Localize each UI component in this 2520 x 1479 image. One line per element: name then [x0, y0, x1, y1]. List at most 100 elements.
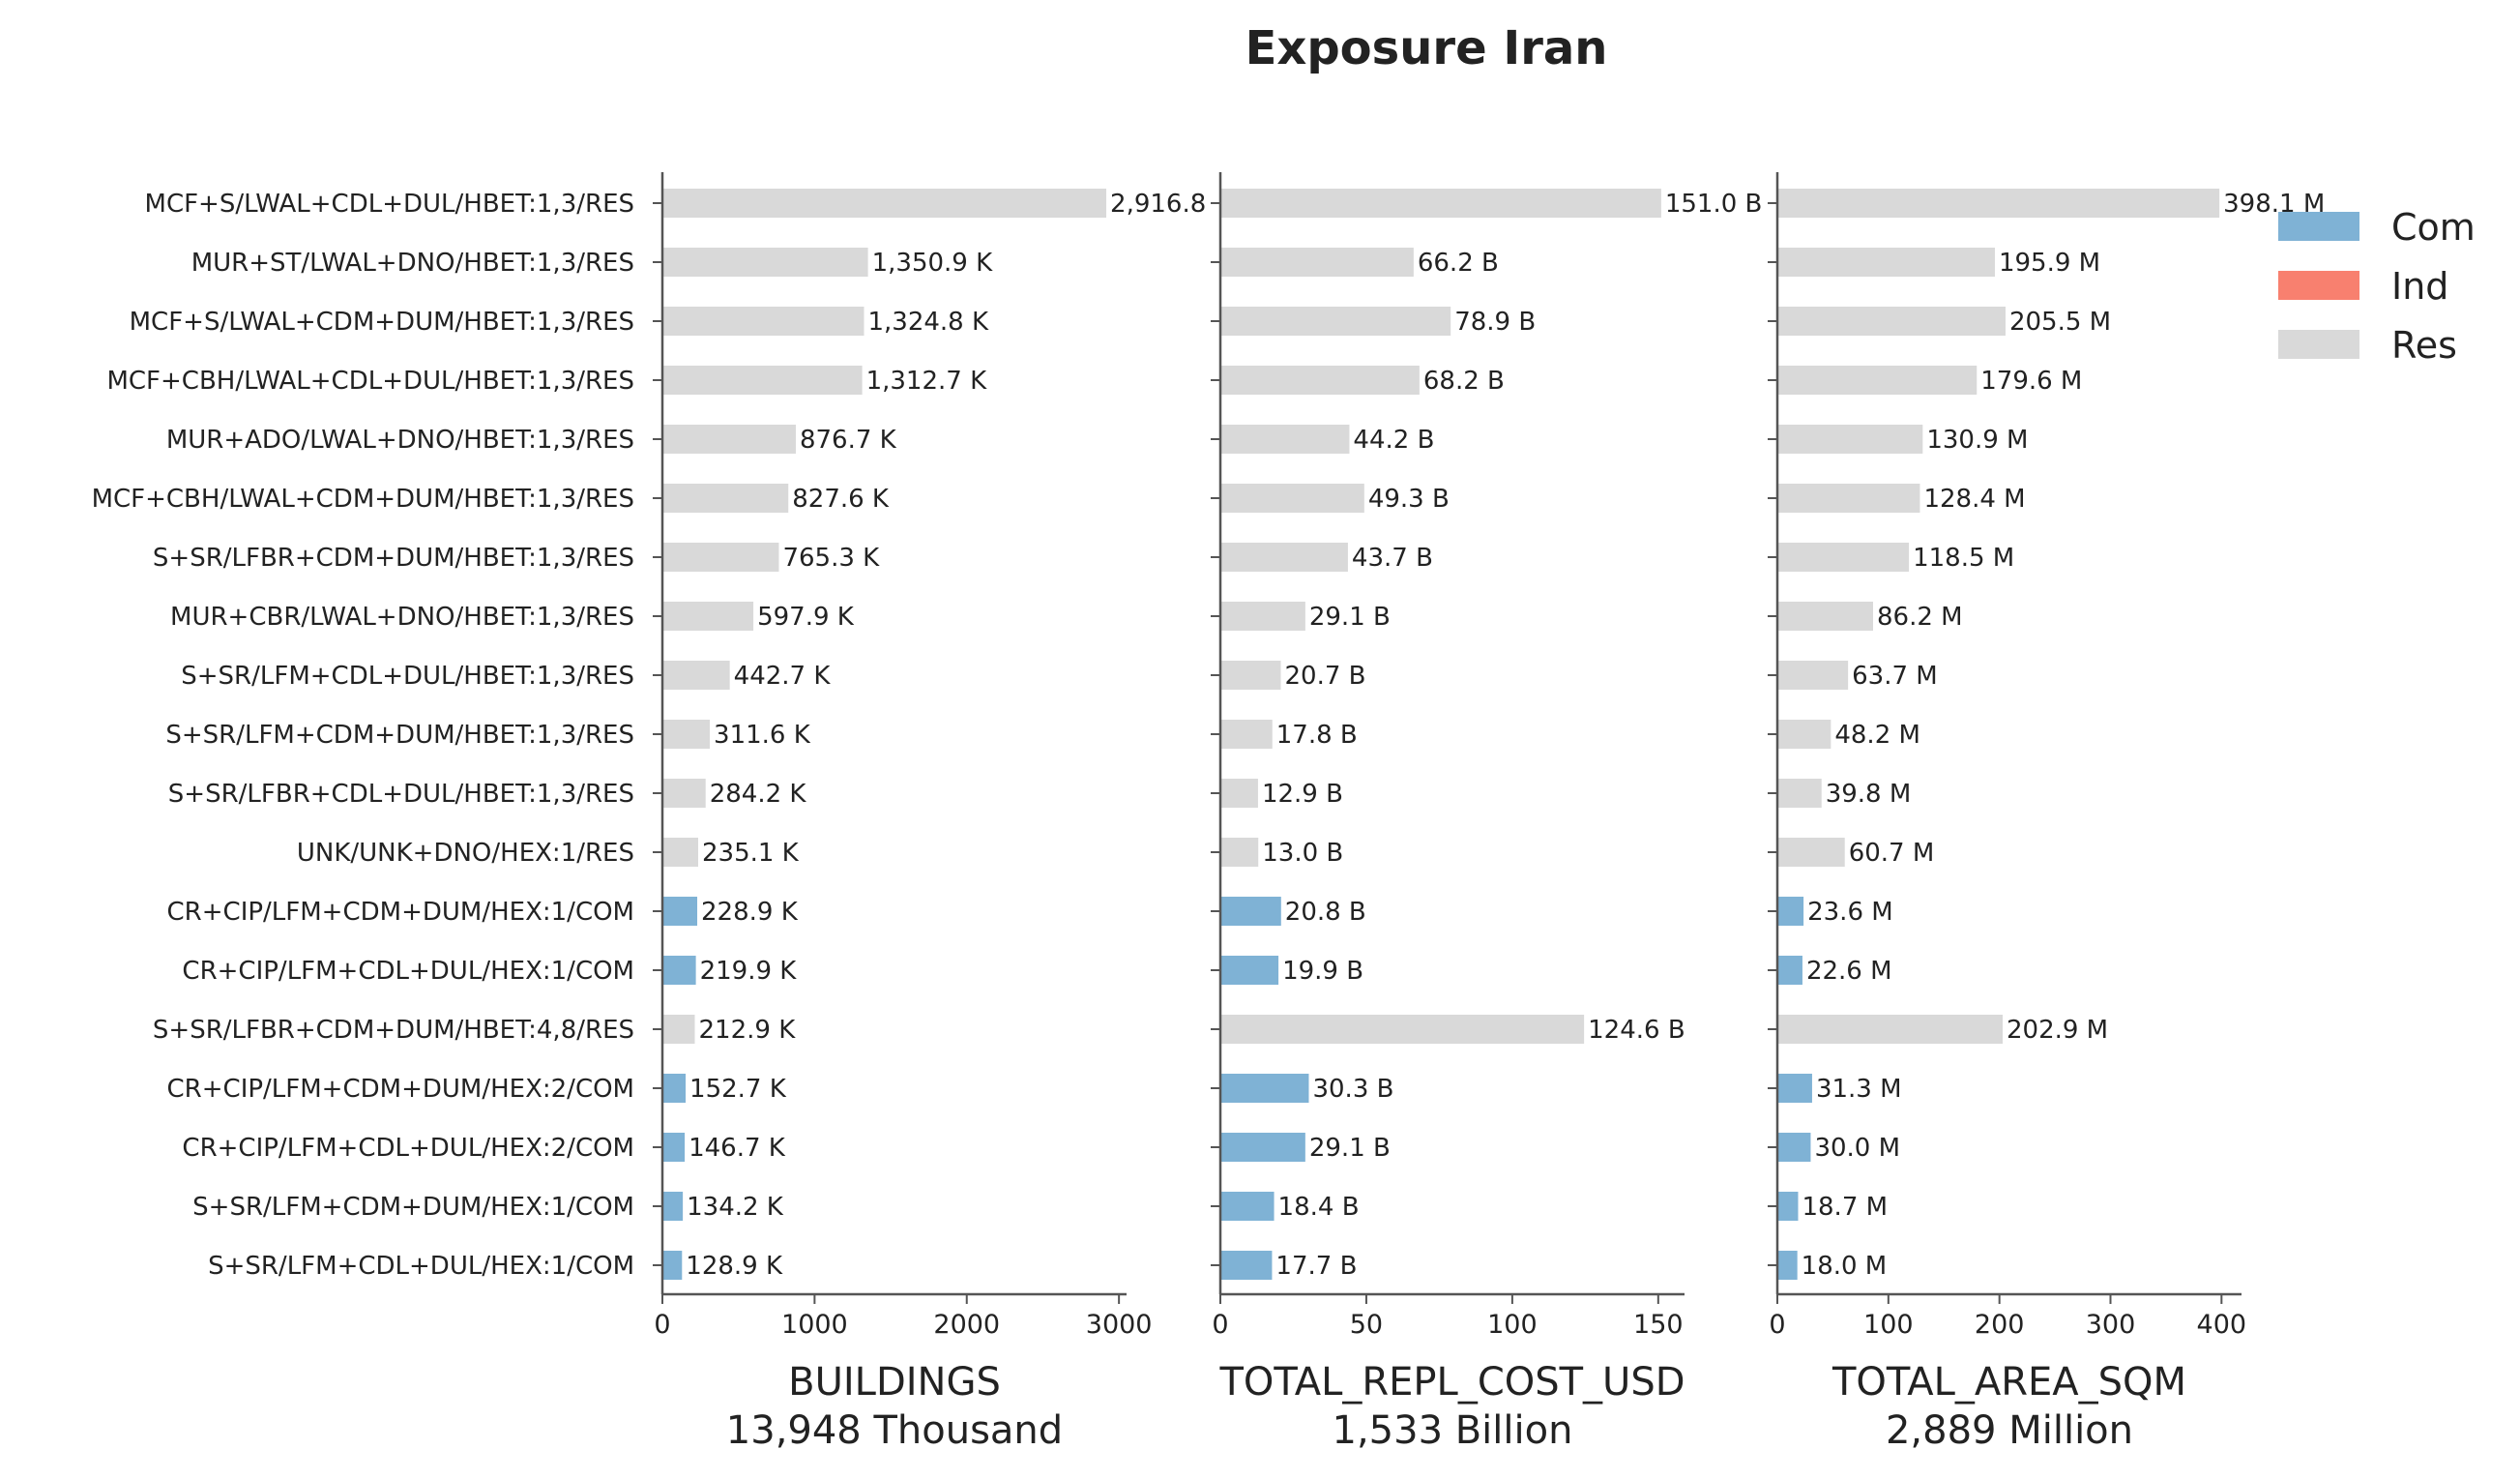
- data-label: 195.9 M: [1999, 249, 2100, 278]
- data-label: 284.2 K: [710, 780, 807, 809]
- data-label: 219.9 K: [700, 957, 798, 986]
- data-label: 17.7 B: [1275, 1252, 1357, 1281]
- category-label: MUR+ADO/LWAL+DNO/HBET:1,3/RES: [166, 426, 634, 455]
- bar: [1777, 366, 1978, 395]
- category-label: MUR+CBR/LWAL+DNO/HBET:1,3/RES: [170, 603, 634, 632]
- data-label: 20.7 B: [1284, 662, 1365, 691]
- data-label: 2,916.8: [1110, 190, 1206, 219]
- category-label: MCF+CBH/LWAL+CDM+DUM/HBET:1,3/RES: [92, 485, 634, 514]
- category-label: MCF+S/LWAL+CDM+DUM/HBET:1,3/RES: [130, 308, 634, 337]
- data-label: 124.6 B: [1588, 1016, 1685, 1045]
- data-label: 30.3 B: [1312, 1075, 1393, 1104]
- x-tick-label: 1000: [781, 1310, 848, 1340]
- x-axis-label: TOTAL_REPL_COST_USD: [1218, 1360, 1685, 1405]
- legend-label: Res: [2391, 324, 2457, 367]
- data-label: 18.4 B: [1278, 1193, 1360, 1222]
- data-label: 31.3 M: [1816, 1075, 1902, 1104]
- x-tick-label: 0: [654, 1310, 670, 1340]
- bar: [1220, 1192, 1275, 1221]
- data-label: 212.9 K: [699, 1016, 797, 1045]
- bar: [1220, 425, 1350, 454]
- bar: [1220, 720, 1273, 749]
- data-label: 205.5 M: [2009, 308, 2111, 337]
- bar: [662, 1192, 684, 1221]
- data-label: 1,350.9 K: [872, 249, 994, 278]
- category-label: CR+CIP/LFM+CDL+DUL/HEX:2/COM: [182, 1134, 634, 1163]
- data-label: 63.7 M: [1852, 662, 1938, 691]
- category-label: S+SR/LFBR+CDL+DUL/HBET:1,3/RES: [168, 780, 634, 809]
- bar: [1777, 425, 1923, 454]
- x-tick-label: 200: [1975, 1310, 2025, 1340]
- data-label: 17.8 B: [1276, 721, 1358, 750]
- data-label: 1,324.8 K: [867, 308, 989, 337]
- category-labels: MCF+S/LWAL+CDL+DUL/HBET:1,3/RES MUR+ST/LW…: [92, 190, 634, 1281]
- bar: [662, 307, 864, 336]
- bar: [1220, 956, 1279, 985]
- data-label: 228.9 K: [701, 898, 799, 927]
- x-tick-label: 300: [2086, 1310, 2136, 1340]
- chart-title: Exposure Iran: [1245, 21, 1608, 75]
- data-label: 86.2 M: [1877, 603, 1963, 632]
- category-label: UNK/UNK+DNO/HEX:1/RES: [297, 839, 634, 868]
- panel-2: 151.0 B 66.2 B 78.9 B 68.2 B 44.2 B 49.3 B 43.…: [1211, 172, 1762, 1453]
- category-label: S+SR/LFM+CDL+DUL/HEX:1/COM: [208, 1252, 634, 1281]
- bar: [662, 838, 698, 867]
- category-label: S+SR/LFM+CDL+DUL/HBET:1,3/RES: [181, 662, 634, 691]
- category-label: CR+CIP/LFM+CDM+DUM/HEX:2/COM: [167, 1075, 634, 1104]
- bar: [1220, 1015, 1585, 1044]
- data-label: 66.2 B: [1418, 249, 1499, 278]
- x-tick-label: 0: [1212, 1310, 1228, 1340]
- bar: [1777, 248, 1995, 277]
- panel-total: 2,889 Million: [1886, 1408, 2133, 1453]
- x-axis-label: BUILDINGS: [788, 1360, 1001, 1405]
- bar: [1220, 1133, 1305, 1162]
- data-label: 179.6 M: [1980, 367, 2082, 396]
- bar: [662, 189, 1107, 218]
- x-tick-label: 3000: [1086, 1310, 1153, 1340]
- data-label: 134.2 K: [687, 1193, 784, 1222]
- data-label: 13.0 B: [1262, 839, 1343, 868]
- category-label: MCF+CBH/LWAL+CDL+DUL/HBET:1,3/RES: [106, 367, 634, 396]
- x-tick-label: 2000: [933, 1310, 1000, 1340]
- data-label: 235.1 K: [702, 839, 800, 868]
- panels: 2,916.8 1,350.9 K 1,324.8 K 1,312.7 K 876.7 …: [653, 172, 2325, 1453]
- bar: [1220, 897, 1281, 926]
- x-tick-label: 400: [2197, 1310, 2247, 1340]
- bar: [662, 1133, 686, 1162]
- category-label: S+SR/LFBR+CDM+DUM/HBET:4,8/RES: [153, 1016, 634, 1045]
- x-tick-label: 150: [1633, 1310, 1684, 1340]
- bar: [1220, 838, 1259, 867]
- data-label: 130.9 M: [1926, 426, 2028, 455]
- data-label: 146.7 K: [689, 1134, 786, 1163]
- bar: [1220, 248, 1414, 277]
- bar: [662, 602, 754, 631]
- bar: [1777, 779, 1822, 808]
- bar: [1777, 1192, 1799, 1221]
- data-label: 29.1 B: [1309, 1134, 1391, 1163]
- bar: [1777, 661, 1849, 690]
- data-label: 152.7 K: [689, 1075, 787, 1104]
- bar: [1220, 189, 1661, 218]
- data-label: 68.2 B: [1423, 367, 1505, 396]
- bar: [1220, 661, 1281, 690]
- data-label: 18.0 M: [1802, 1252, 1888, 1281]
- data-label: 20.8 B: [1285, 898, 1366, 927]
- bar: [1777, 956, 1802, 985]
- bar: [1777, 838, 1845, 867]
- data-label: 597.9 K: [757, 603, 855, 632]
- data-label: 202.9 M: [2007, 1016, 2108, 1045]
- bar: [662, 956, 696, 985]
- category-label: CR+CIP/LFM+CDM+DUM/HEX:1/COM: [167, 898, 634, 927]
- data-label: 18.7 M: [1802, 1193, 1888, 1222]
- data-label: 151.0 B: [1665, 190, 1763, 219]
- category-label: S+SR/LFM+CDM+DUM/HEX:1/COM: [192, 1193, 634, 1222]
- data-label: 765.3 K: [782, 544, 880, 573]
- category-label: MCF+S/LWAL+CDL+DUL/HBET:1,3/RES: [145, 190, 634, 219]
- bar: [1220, 366, 1420, 395]
- data-label: 12.9 B: [1262, 780, 1343, 809]
- data-label: 876.7 K: [800, 426, 897, 455]
- bar: [1220, 602, 1305, 631]
- bar: [1777, 1133, 1811, 1162]
